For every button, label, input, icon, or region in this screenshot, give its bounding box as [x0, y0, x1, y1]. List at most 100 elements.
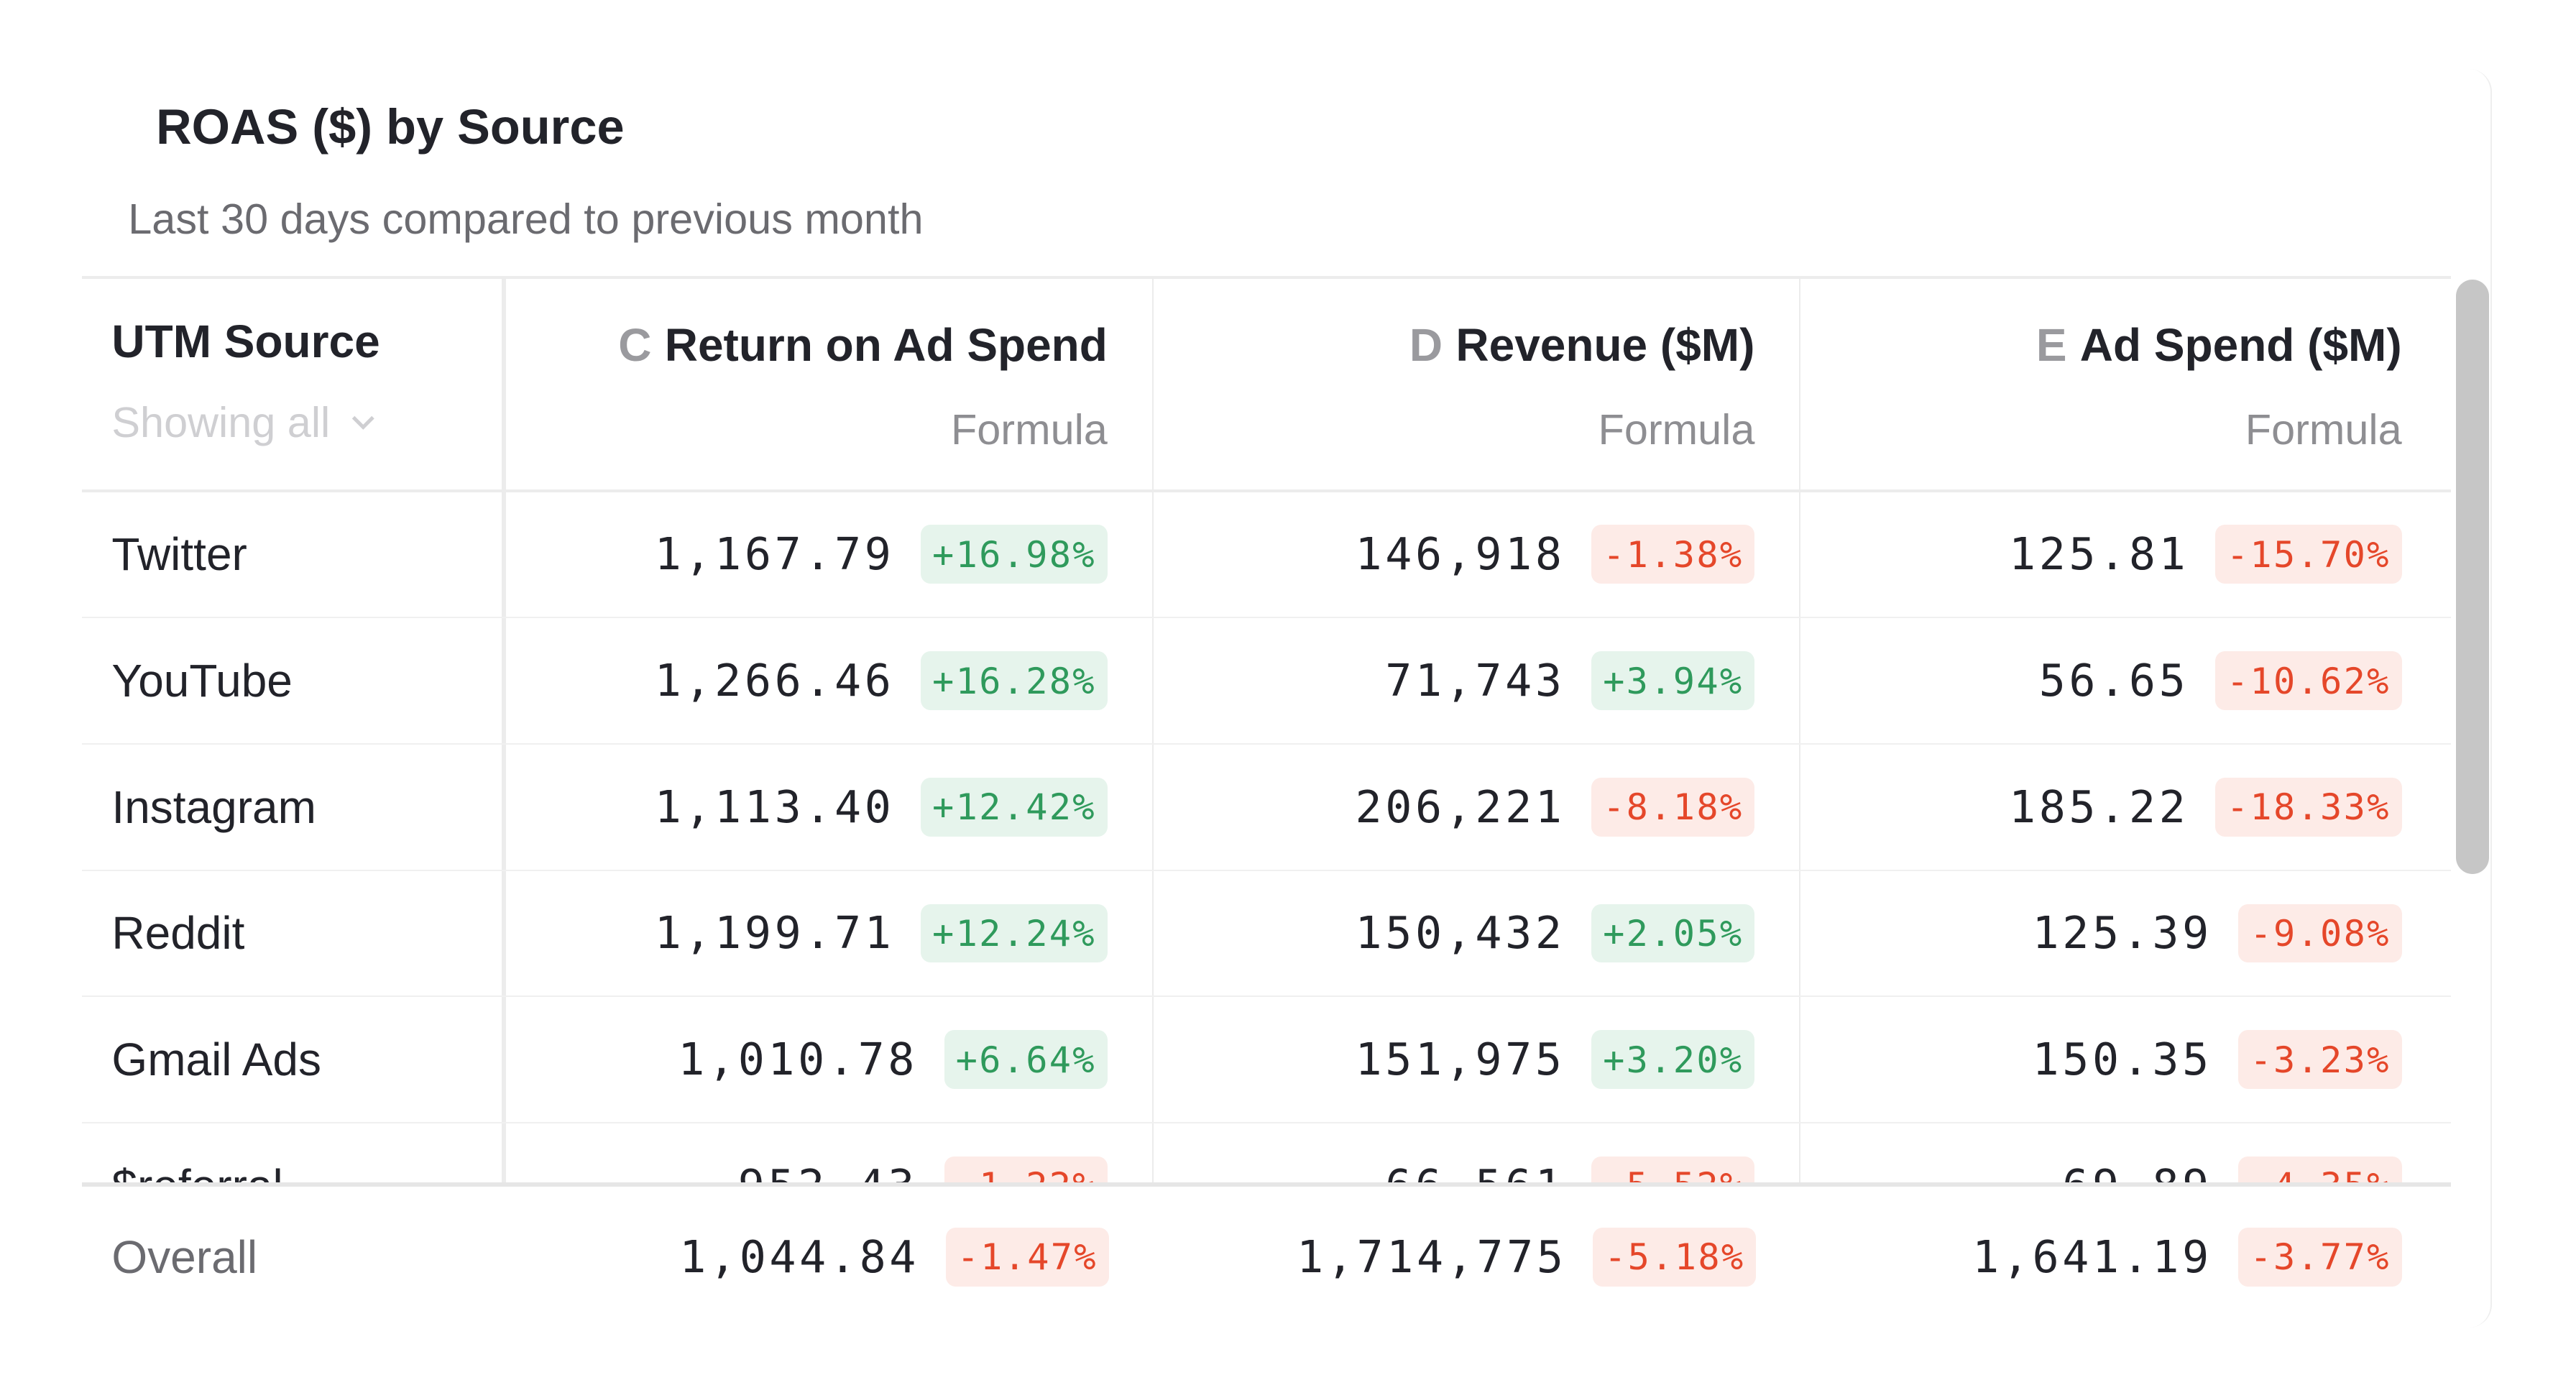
- metric-value: 150,432: [1355, 907, 1565, 960]
- source-cell: Overall: [111, 1231, 258, 1283]
- change-badge: -8.18%: [1591, 777, 1755, 837]
- change-badge: +16.28%: [921, 651, 1108, 710]
- table-row[interactable]: YouTube 1,266.46 +16.28% 71,743 +3.94% 5…: [82, 618, 2452, 745]
- metric-value: 1,641.19: [1972, 1231, 2212, 1283]
- metric-value: 185.22: [2008, 781, 2189, 833]
- chevron-down-icon: [351, 416, 374, 431]
- column-letter: C: [618, 318, 652, 371]
- filter-label: Showing all: [111, 398, 331, 447]
- value-cell: 1,641.19 -3.77%: [1800, 1187, 2446, 1328]
- change-badge: +12.42%: [921, 777, 1108, 837]
- metric-value: 146,918: [1355, 528, 1565, 581]
- metric-value: 125.39: [2032, 907, 2212, 960]
- value-cell: 1,199.71 +12.24%: [506, 870, 1154, 996]
- header-ad-spend[interactable]: E Ad Spend ($M) Formula: [1800, 279, 2446, 489]
- column-label: Revenue ($M): [1455, 318, 1755, 371]
- table-body: Twitter 1,167.79 +16.98% 146,918 -1.38% …: [82, 492, 2452, 1182]
- metric-value: 952.43: [738, 1160, 918, 1182]
- column-label: Ad Spend ($M): [2079, 318, 2402, 371]
- overall-row: Overall 1,044.84 -1.47% 1,714,775 -5.18%…: [82, 1182, 2452, 1328]
- value-cell: 66,561 -5.52%: [1154, 1123, 1801, 1182]
- table-header: UTM Source Showing all C Return on Ad Spe…: [82, 275, 2452, 492]
- table-row[interactable]: Twitter 1,167.79 +16.98% 146,918 -1.38% …: [82, 492, 2452, 619]
- data-table: UTM Source Showing all C Return on Ad Spe…: [82, 275, 2452, 1328]
- change-badge: +16.98%: [921, 525, 1108, 584]
- card-title: ROAS ($) by Source: [156, 99, 625, 155]
- metric-value: 71,743: [1385, 655, 1565, 707]
- metric-value: 1,714,775: [1297, 1231, 1567, 1283]
- value-cell: 56.65 -10.62%: [1800, 618, 2446, 743]
- value-cell: 146,918 -1.38%: [1154, 492, 1801, 617]
- metric-value: 69.89: [2062, 1160, 2212, 1182]
- change-badge: -1.47%: [945, 1227, 1109, 1287]
- column-letter: D: [1409, 318, 1443, 371]
- column-label: Return on Ad Spend: [664, 318, 1108, 371]
- table-row[interactable]: Instagram 1,113.40 +12.42% 206,221 -8.18…: [82, 744, 2452, 871]
- vertical-scrollbar[interactable]: [2456, 279, 2489, 874]
- value-cell: 125.39 -9.08%: [1800, 871, 2446, 996]
- value-cell: 150.35 -3.23%: [1800, 997, 2446, 1122]
- column-letter: E: [2036, 318, 2067, 371]
- column-type: Formula: [1598, 405, 1755, 454]
- header-return-on-ad-spend[interactable]: C Return on Ad Spend Formula: [506, 278, 1154, 489]
- change-badge: -9.08%: [2238, 903, 2402, 963]
- card-subtitle: Last 30 days compared to previous month: [128, 194, 924, 243]
- value-cell: 1,010.78 +6.64%: [506, 997, 1154, 1123]
- header-revenue[interactable]: D Revenue ($M) Formula: [1154, 278, 1801, 489]
- source-cell: Twitter: [82, 492, 506, 617]
- source-cell: Instagram: [82, 744, 506, 870]
- value-cell: 1,044.84 -1.47%: [506, 1187, 1154, 1328]
- column-type: Formula: [950, 405, 1108, 454]
- table-row[interactable]: Reddit 1,199.71 +12.24% 150,432 +2.05% 1…: [82, 870, 2452, 998]
- value-cell: 1,714,775 -5.18%: [1154, 1187, 1801, 1328]
- metric-value: 56.65: [2038, 655, 2189, 707]
- source-cell: YouTube: [82, 618, 506, 743]
- change-badge: +3.20%: [1591, 1030, 1755, 1090]
- value-cell: 206,221 -8.18%: [1154, 744, 1801, 870]
- roas-card: ROAS ($) by Source Last 30 days compared…: [82, 68, 2493, 1328]
- source-cell: Gmail Ads: [82, 997, 506, 1123]
- source-cell: Reddit: [82, 870, 506, 996]
- value-cell: 125.81 -15.70%: [1800, 492, 2446, 617]
- change-badge: -5.52%: [1591, 1156, 1755, 1182]
- table-row[interactable]: $referral 952.43 -1.22% 66,561 -5.52% 69…: [82, 1123, 2451, 1182]
- change-badge: -15.70%: [2214, 525, 2402, 584]
- metric-value: 1,044.84: [679, 1231, 920, 1283]
- metric-value: 1,167.79: [654, 528, 895, 581]
- table-row[interactable]: Gmail Ads 1,010.78 +6.64% 151,975 +3.20%…: [82, 997, 2452, 1124]
- value-cell: 150,432 +2.05%: [1154, 870, 1801, 996]
- value-cell: 1,167.79 +16.98%: [506, 492, 1154, 617]
- change-badge: +2.05%: [1591, 903, 1755, 963]
- metric-value: 206,221: [1355, 781, 1565, 833]
- filter-dropdown[interactable]: Showing all: [111, 397, 502, 447]
- metric-value: 66,561: [1385, 1160, 1565, 1182]
- value-cell: 71,743 +3.94%: [1154, 618, 1801, 743]
- value-cell: 1,113.40 +12.42%: [506, 744, 1154, 870]
- change-badge: -3.23%: [2238, 1030, 2402, 1090]
- metric-value: 125.81: [2008, 528, 2189, 581]
- value-cell: 952.43 -1.22%: [506, 1123, 1154, 1182]
- value-cell: 1,266.46 +16.28%: [506, 618, 1154, 743]
- value-cell: 69.89 -4.35%: [1800, 1123, 2446, 1182]
- value-cell: 185.22 -18.33%: [1800, 745, 2446, 870]
- metric-value: 151,975: [1355, 1034, 1565, 1086]
- metric-value: 1,113.40: [654, 781, 895, 833]
- column-type: Formula: [2245, 405, 2402, 454]
- utm-source-label: UTM Source: [111, 316, 380, 368]
- metric-value: 1,010.78: [678, 1034, 919, 1086]
- metric-value: 1,199.71: [654, 907, 895, 960]
- change-badge: -5.18%: [1593, 1227, 1757, 1287]
- change-badge: +3.94%: [1591, 651, 1755, 710]
- change-badge: -1.38%: [1591, 525, 1755, 584]
- value-cell: 151,975 +3.20%: [1154, 997, 1801, 1123]
- change-badge: -18.33%: [2214, 777, 2402, 837]
- header-utm-source: UTM Source Showing all: [82, 278, 506, 489]
- change-badge: +12.24%: [921, 903, 1108, 963]
- change-badge: -1.22%: [944, 1156, 1108, 1182]
- change-badge: +6.64%: [944, 1030, 1108, 1090]
- change-badge: -10.62%: [2214, 651, 2402, 710]
- metric-value: 150.35: [2032, 1034, 2212, 1086]
- change-badge: -4.35%: [2238, 1156, 2402, 1182]
- metric-value: 1,266.46: [654, 655, 895, 707]
- source-cell: $referral: [82, 1123, 506, 1182]
